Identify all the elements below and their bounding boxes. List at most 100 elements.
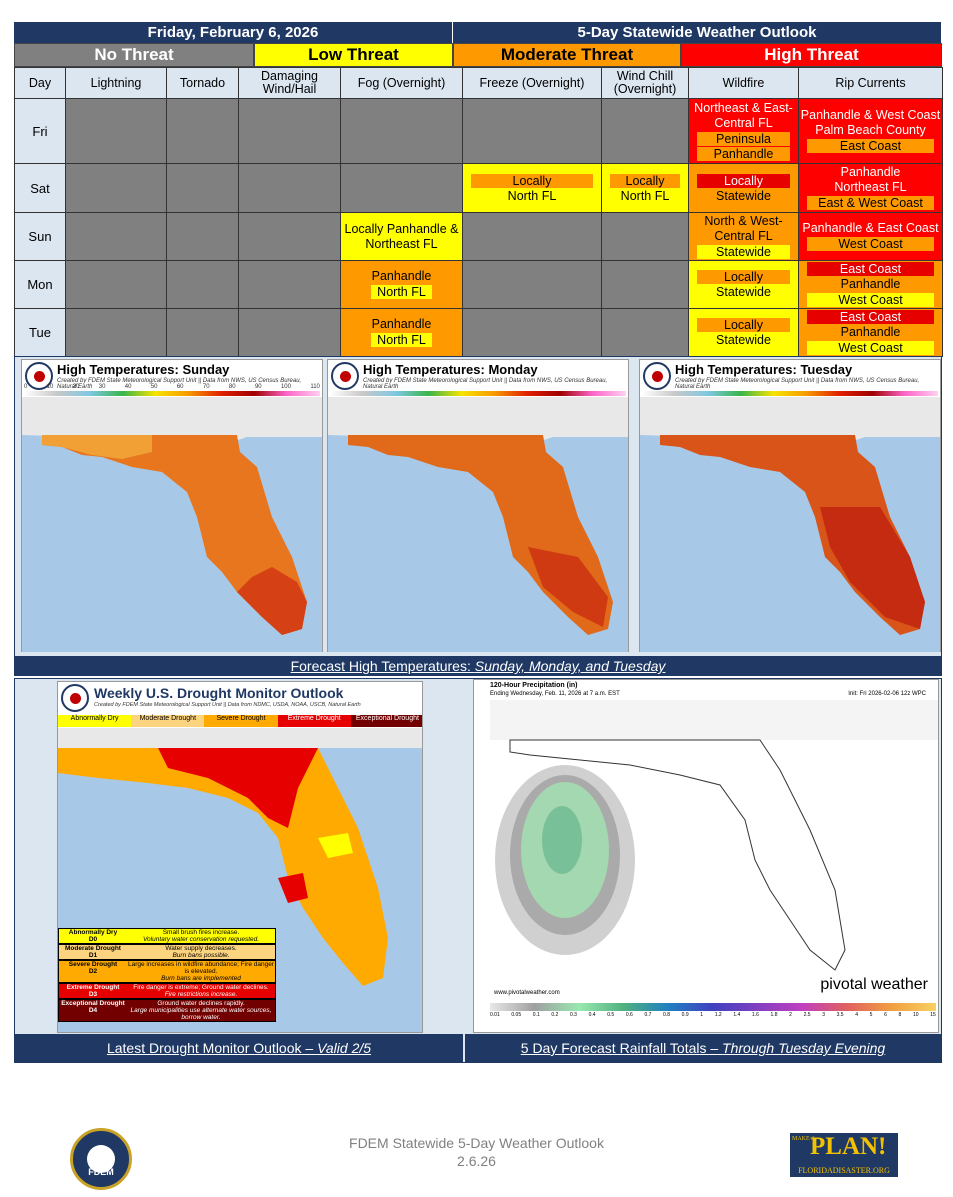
- day-cell: Sun: [14, 212, 66, 261]
- wildfire-cell: Locally Statewide: [688, 163, 799, 213]
- cell-text: East Coast: [807, 310, 934, 324]
- cell-text: North FL: [620, 188, 670, 203]
- cell-text: Panhandle: [840, 325, 901, 339]
- day-cell: Sat: [14, 163, 66, 213]
- cell-text: Locally: [697, 318, 790, 332]
- freeze-cell: Locally North FL: [462, 163, 602, 213]
- cell-text: Panhandle: [840, 277, 901, 291]
- col-windchill: Wind Chill (Overnight): [601, 67, 689, 99]
- cell-text: Northeast FL: [834, 180, 907, 194]
- threat-cell: [601, 98, 689, 164]
- wildfire-cell: Northeast & East-Central FL Peninsula Pa…: [688, 98, 799, 164]
- threat-table: Day Lightning Tornado Damaging Wind/Hail…: [14, 67, 943, 357]
- threat-cell: [166, 163, 239, 213]
- florida-temp-map-tuesday: [640, 397, 940, 652]
- cell-text: Peninsula: [697, 131, 790, 146]
- cell-text: East Coast: [807, 262, 934, 276]
- threat-cell: [238, 308, 341, 357]
- cell-text: Locally: [610, 173, 680, 188]
- threat-cell: [462, 98, 602, 164]
- footer-title: FDEM Statewide 5-Day Weather Outlook: [349, 1135, 604, 1151]
- rainfall-map: 120-Hour Precipitation (in) Ending Wedne…: [473, 679, 939, 1033]
- threat-cell: [166, 260, 239, 309]
- cell-text: Palm Beach County: [815, 123, 926, 137]
- legend-moderate-threat: Moderate Threat: [453, 43, 681, 67]
- drought-map: Weekly U.S. Drought Monitor Outlook Crea…: [57, 681, 423, 1033]
- fdem-logo-icon: [61, 684, 89, 712]
- table-row: Sat Locally North FL Locally North FL Lo…: [14, 163, 943, 213]
- rip-cell: Panhandle Northeast FL East & West Coast: [798, 163, 943, 213]
- outlook-page: Friday, February 6, 2026 5-Day Statewide…: [14, 22, 943, 357]
- cell-text: North & West-Central FL: [704, 213, 783, 243]
- table-row: Mon Panhandle North FL Locally Statewide…: [14, 260, 943, 309]
- cell-text: East & West Coast: [807, 196, 934, 210]
- make-a-plan-logo: MAKE A PLAN! FLORIDADISASTER.ORG: [790, 1133, 898, 1177]
- rip-cell: Panhandle & East Coast West Coast: [798, 212, 943, 261]
- threat-cell: [166, 98, 239, 164]
- map-monday: High Temperatures: Monday Created by FDE…: [327, 359, 629, 652]
- map-sunday: High Temperatures: Sunday Created by FDE…: [21, 359, 323, 652]
- threat-cell: [166, 308, 239, 357]
- table-row: Extreme Drought D3 Fire danger is extreme…: [58, 983, 276, 999]
- florida-temp-map-monday: [328, 397, 628, 652]
- temperature-maps-panel: High Temperatures: Sunday Created by FDE…: [14, 356, 942, 676]
- fog-cell: Locally Panhandle & Northeast FL: [340, 212, 463, 261]
- table-row: Exceptional Drought D4 Ground water decli…: [58, 999, 276, 1022]
- pivotal-weather-brand: pivotal weather: [820, 976, 928, 993]
- legend-low-threat: Low Threat: [254, 43, 453, 67]
- fog-cell: Panhandle North FL: [340, 308, 463, 357]
- rain-title: 120-Hour Precipitation (in): [490, 682, 578, 689]
- col-rip: Rip Currents: [798, 67, 943, 99]
- threat-cell: [340, 163, 463, 213]
- fdem-logo-icon: [643, 362, 671, 390]
- threat-legend: No Threat Low Threat Moderate Threat Hig…: [14, 43, 942, 67]
- temp-scale-bar: [330, 391, 626, 396]
- day-cell: Fri: [14, 98, 66, 164]
- cell-text: North FL: [371, 285, 432, 299]
- cell-text: Statewide: [716, 285, 771, 299]
- fdem-seal-logo: FDEM: [70, 1128, 132, 1190]
- windchill-cell: Locally North FL: [601, 163, 689, 213]
- cell-text: Statewide: [716, 188, 771, 203]
- footer-date: 2.6.26: [457, 1153, 496, 1169]
- threat-cell: [462, 260, 602, 309]
- threat-cell: [65, 212, 167, 261]
- table-header-row: Day Lightning Tornado Damaging Wind/Hail…: [14, 67, 943, 99]
- col-lightning: Lightning: [65, 67, 167, 99]
- cell-text: West Coast: [807, 237, 934, 251]
- col-freeze: Freeze (Overnight): [462, 67, 602, 99]
- cell-text: Locally: [697, 270, 790, 284]
- drought-legend: Abnormally Dry Moderate Drought Severe D…: [58, 715, 422, 727]
- threat-cell: [340, 98, 463, 164]
- legend-high-threat: High Threat: [681, 43, 942, 67]
- day-cell: Tue: [14, 308, 66, 357]
- rain-scale-bar: [490, 1003, 936, 1011]
- cell-text: Panhandle: [371, 317, 432, 331]
- threat-cell: [238, 98, 341, 164]
- wildfire-cell: Locally Statewide: [688, 308, 799, 357]
- threat-cell: [65, 308, 167, 357]
- fdem-logo-icon: [25, 362, 53, 390]
- rain-scale-labels: 0.01 0.05 0.1 0.2 0.3 0.4 0.5 0.6 0.7 0.8 0.9 1 1.2 1…: [490, 1012, 936, 1018]
- table-row: Sun Locally Panhandle & Northeast FL Nor…: [14, 212, 943, 261]
- table-row: Severe Drought D2 Large increases in wild…: [58, 960, 276, 983]
- florida-temp-map-sunday: [22, 397, 322, 652]
- wildfire-cell: North & West-Central FL Statewide: [688, 212, 799, 261]
- map-tuesday: High Temperatures: Tuesday Created by FD…: [639, 359, 941, 652]
- cell-text: North FL: [371, 333, 432, 347]
- cell-text: North FL: [507, 188, 557, 203]
- cell-text: West Coast: [807, 293, 934, 307]
- rip-cell: East Coast Panhandle West Coast: [798, 308, 943, 357]
- wildfire-cell: Locally Statewide: [688, 260, 799, 309]
- threat-cell: [65, 260, 167, 309]
- cell-text: Northeast & East-Central FL: [694, 100, 793, 130]
- threat-cell: [65, 163, 167, 213]
- rip-cell: East Coast Panhandle West Coast: [798, 260, 943, 309]
- fdem-logo-icon: [331, 362, 359, 390]
- col-wind: Damaging Wind/Hail: [238, 67, 341, 99]
- pivotal-url: www.pivotalweather.com: [494, 990, 560, 996]
- map-title: High Temperatures: Tuesday: [675, 362, 853, 377]
- rainfall-caption: 5 Day Forecast Rainfall Totals – Through…: [465, 1034, 941, 1062]
- drought-caption: Latest Drought Monitor Outlook – Valid 2…: [15, 1034, 463, 1062]
- cell-text: Panhandle & East Coast: [802, 221, 939, 235]
